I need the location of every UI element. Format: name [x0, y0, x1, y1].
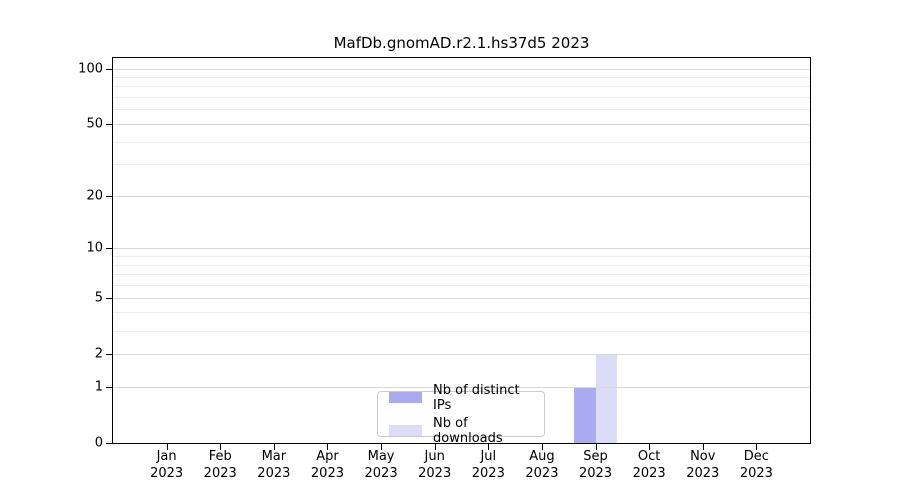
x-tick-month: Sep — [583, 449, 608, 464]
x-tick-mark — [381, 444, 383, 450]
x-tick-year: 2023 — [632, 465, 666, 481]
x-tick-label: Jan 2023 — [150, 449, 183, 482]
x-tick-label: Apr 2023 — [311, 449, 344, 482]
x-tick-mark — [702, 444, 704, 450]
y-tick-label: 10 — [86, 240, 103, 256]
x-tick-month: Dec — [743, 449, 769, 464]
y-tick-label: 5 — [94, 290, 103, 306]
legend-row: Nb of distinct IPs — [389, 383, 533, 413]
y-tick-mark — [106, 353, 113, 355]
x-tick-month: Apr — [316, 449, 339, 464]
x-tick-month: May — [367, 449, 395, 464]
y-tick-label: 20 — [86, 188, 103, 204]
minor-gridline — [113, 312, 810, 314]
y-tick-label: 100 — [78, 61, 103, 77]
y-tick-label: 0 — [94, 435, 103, 451]
major-gridline — [113, 68, 810, 70]
x-tick-month: Nov — [690, 449, 716, 464]
minor-gridline — [113, 330, 810, 332]
x-tick-year: 2023 — [364, 465, 398, 481]
legend-row: Nb of downloads — [389, 416, 533, 446]
major-gridline — [113, 353, 810, 355]
x-tick-label: Dec 2023 — [740, 449, 773, 482]
minor-gridline — [113, 164, 810, 166]
x-tick-year: 2023 — [739, 465, 773, 481]
minor-gridline — [113, 76, 810, 78]
x-tick-year: 2023 — [686, 465, 720, 481]
x-tick-year: 2023 — [471, 465, 505, 481]
y-tick-label: 1 — [94, 379, 103, 395]
bar-distinct-ips — [574, 386, 596, 443]
major-gridline — [113, 297, 810, 299]
x-tick-label: Jul 2023 — [472, 449, 505, 482]
y-tick-label: 2 — [94, 346, 103, 362]
x-tick-label: Mar 2023 — [257, 449, 290, 482]
major-gridline — [113, 195, 810, 197]
x-tick-year: 2023 — [203, 465, 237, 481]
x-tick-label: Aug 2023 — [525, 449, 558, 482]
chart-title: MafDb.gnomAD.r2.1.hs37d5 2023 — [333, 34, 590, 52]
minor-gridline — [113, 109, 810, 111]
y-tick-mark — [106, 195, 113, 197]
legend-swatch-downloads — [389, 425, 422, 436]
x-tick-month: Jul — [480, 449, 497, 464]
minor-gridline — [113, 264, 810, 266]
x-tick-mark — [434, 444, 436, 450]
plot-area: Nb of distinct IPs Nb of downloads — [112, 57, 811, 446]
x-tick-mark — [649, 444, 651, 450]
y-tick-mark — [106, 386, 113, 388]
y-tick-mark — [106, 123, 113, 125]
minor-gridline — [113, 285, 810, 287]
x-tick-label: Sep 2023 — [579, 449, 612, 482]
x-tick-month: Aug — [529, 449, 555, 464]
x-tick-month: Feb — [208, 449, 232, 464]
major-gridline — [113, 386, 810, 388]
y-tick-mark — [106, 297, 113, 299]
x-tick-month: Oct — [637, 449, 661, 464]
x-tick-year: 2023 — [150, 465, 184, 481]
legend-label: Nb of downloads — [433, 415, 503, 446]
x-tick-year: 2023 — [310, 465, 344, 481]
legend-swatch-distinct-ips — [389, 392, 422, 403]
x-tick-month: Mar — [261, 449, 287, 464]
x-tick-mark — [756, 444, 758, 450]
x-tick-label: Feb 2023 — [204, 449, 237, 482]
y-tick-mark — [106, 248, 113, 250]
minor-gridline — [113, 86, 810, 88]
x-tick-label: Nov 2023 — [686, 449, 719, 482]
x-tick-label: Jun 2023 — [418, 449, 451, 482]
minor-gridline — [113, 141, 810, 143]
minor-gridline — [113, 256, 810, 258]
major-gridline — [113, 123, 810, 125]
x-tick-year: 2023 — [578, 465, 613, 481]
x-tick-mark — [220, 444, 222, 450]
minor-gridline — [113, 274, 810, 276]
x-tick-label: Oct 2023 — [633, 449, 666, 482]
major-gridline — [113, 248, 810, 250]
y-tick-mark — [106, 443, 113, 444]
x-tick-month: Jun — [424, 449, 445, 464]
x-tick-mark — [273, 444, 275, 450]
legend: Nb of distinct IPs Nb of downloads — [377, 383, 545, 446]
x-tick-label: May 2023 — [365, 449, 398, 482]
x-tick-mark — [595, 444, 597, 450]
bar-downloads — [595, 353, 618, 443]
x-tick-year: 2023 — [418, 465, 452, 481]
x-tick-mark — [327, 444, 329, 450]
x-tick-year: 2023 — [525, 465, 559, 481]
y-tick-mark — [106, 68, 113, 70]
x-tick-mark — [488, 444, 490, 450]
x-tick-mark — [166, 444, 168, 450]
x-tick-year: 2023 — [257, 465, 291, 481]
minor-gridline — [113, 97, 810, 99]
x-tick-month: Jan — [156, 449, 177, 464]
legend-label: Nb of distinct IPs — [433, 382, 520, 413]
x-tick-mark — [541, 444, 543, 450]
y-tick-label: 50 — [86, 116, 103, 132]
